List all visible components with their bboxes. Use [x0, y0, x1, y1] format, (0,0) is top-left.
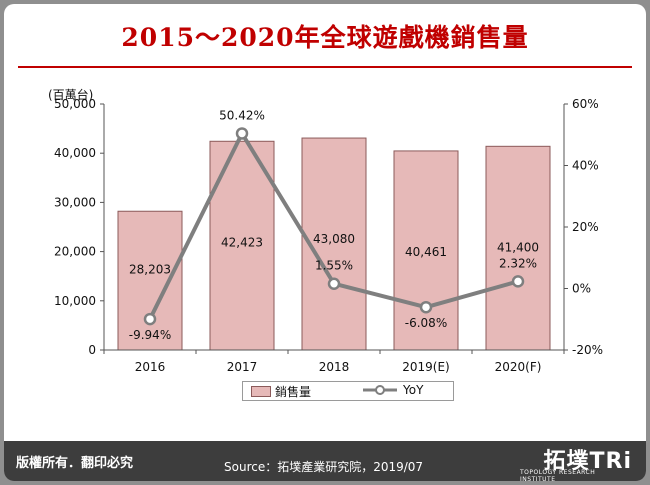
chart-frame: 2015～2020年全球遊戲機銷售量 (百萬台) 0 10,000 20,000 30…: [4, 4, 646, 481]
logo-subtext: TOPOLOGY RESEARCH INSTITUTE: [520, 469, 596, 481]
bar-value-label: 43,080: [313, 232, 355, 246]
yoy-value-label: 1.55%: [315, 259, 353, 273]
bar-2016: [117, 210, 183, 351]
bar-value-label: 42,423: [221, 235, 263, 249]
yoy-point-2016: [143, 312, 157, 326]
y-tick-label: 0: [88, 343, 96, 357]
legend: 銷售量 YoY: [242, 381, 454, 401]
y2-tick-label: 0%: [572, 282, 591, 296]
tri-logo: 拓墣TRi TOPOLOGY RESEARCH INSTITUTE: [520, 443, 632, 481]
y-axis-unit: (百萬台): [48, 88, 94, 102]
x-tick-label: 2017: [227, 360, 258, 374]
yoy-point-2017: [235, 127, 249, 140]
x-tick-label: 2016: [135, 360, 166, 374]
y-tick-label: 30,000: [54, 195, 96, 209]
legend-bar-label: 銷售量: [275, 385, 312, 399]
bar-2020(F): [485, 145, 551, 351]
yoy-value-label: 2.32%: [499, 256, 537, 270]
bar-2019(E): [393, 150, 459, 351]
bar-value-label: 40,461: [405, 245, 447, 259]
logo-text: 拓墣TRi: [543, 449, 632, 474]
legend-line-swatch: [363, 385, 397, 395]
yoy-point-2019(E): [419, 300, 433, 314]
bar-value-label: 28,203: [129, 263, 171, 277]
legend-line-label: YoY: [403, 383, 424, 397]
y2-tick-label: 40%: [572, 159, 599, 173]
copyright-notice: 版權所有．翻印必究: [16, 456, 134, 471]
yoy-value-label: -6.08%: [405, 316, 447, 330]
title-divider: [18, 66, 632, 68]
source-note: Source：拓墣產業研究院，2019/07: [224, 460, 424, 474]
y2-tick-label: 60%: [572, 97, 599, 111]
x-tick-label: 2020(F): [495, 360, 542, 374]
x-tick-label: 2019(E): [402, 360, 449, 374]
y2-tick-label: -20%: [572, 343, 603, 357]
bar-series: [117, 137, 551, 351]
y-tick-label: 20,000: [54, 245, 96, 259]
bar-value-label: 41,400: [497, 240, 539, 254]
y-tick-label: 10,000: [54, 294, 96, 308]
yoy-point-2020(F): [511, 275, 525, 288]
x-tick-label: 2018: [319, 360, 350, 374]
yoy-point-2018: [327, 277, 341, 290]
axes: 0 10,000 20,000 30,000 40,000 50,000 -20% 0% 20%…: [54, 97, 603, 374]
y2-tick-label: 20%: [572, 220, 599, 234]
footer-bar: 版權所有．翻印必究 Source：拓墣產業研究院，2019/07 拓墣TRi T…: [4, 441, 646, 481]
yoy-value-label: -9.94%: [129, 328, 171, 342]
legend-bar-swatch: [251, 386, 271, 397]
bar-2018: [301, 137, 367, 351]
y-tick-label: 40,000: [54, 146, 96, 160]
y-tick-label: 50,000: [54, 97, 96, 111]
yoy-value-label: 50.42%: [219, 108, 265, 122]
yoy-series: [143, 127, 525, 326]
chart-title: 2015～2020年全球遊戲機銷售量: [121, 23, 529, 52]
data-labels: 28,203 42,423 43,080 40,461 41,400 -9.94% 50.4…: [129, 108, 539, 342]
chart-canvas: 0 10,000 20,000 30,000 40,000 50,000 -20% 0% 20%…: [54, 97, 603, 374]
